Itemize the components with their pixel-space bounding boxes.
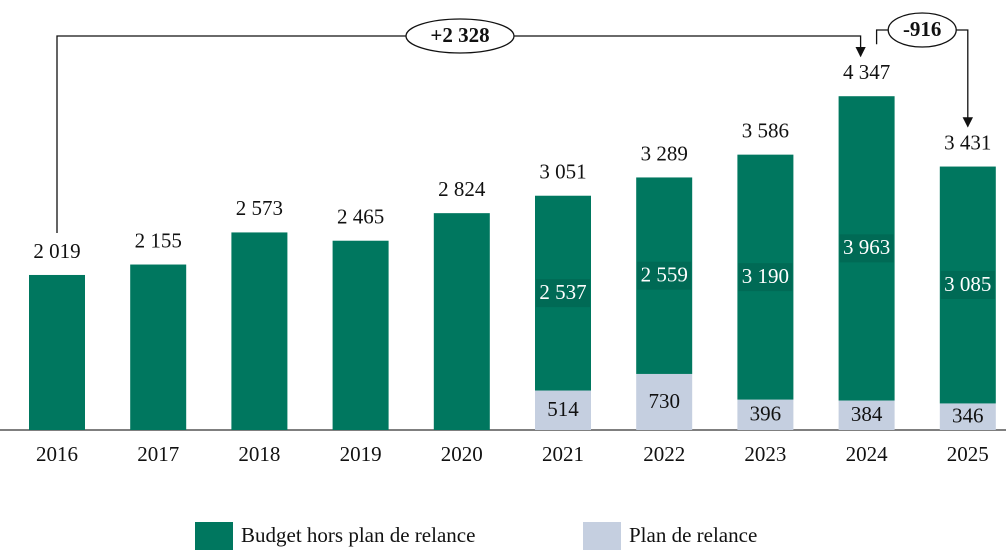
label-box — [738, 263, 793, 292]
total-label: 3 289 — [641, 141, 688, 165]
label-box — [940, 270, 995, 299]
label-box — [536, 279, 590, 308]
total-label: 3 431 — [944, 130, 991, 154]
legend-label: Plan de relance — [629, 523, 757, 547]
total-label: 2 155 — [135, 228, 182, 252]
segment-label: 2 537 — [539, 280, 586, 304]
segment-label: 396 — [750, 402, 782, 426]
legend-swatch — [583, 522, 621, 550]
bar-segment — [737, 399, 794, 430]
total-label: 2 465 — [337, 205, 384, 229]
x-tick-label: 2025 — [947, 442, 989, 466]
legend-swatch — [195, 522, 233, 550]
bar-segment — [939, 403, 996, 430]
total-label: 4 347 — [843, 60, 890, 84]
x-tick-label: 2017 — [137, 442, 179, 466]
x-tick-label: 2021 — [542, 442, 584, 466]
bar-segment — [332, 240, 389, 430]
annotation-text: +2 328 — [430, 23, 489, 47]
x-tick-label: 2020 — [441, 442, 483, 466]
segment-label: 3 085 — [944, 272, 991, 296]
annotation-text: -916 — [903, 17, 942, 41]
legend-label: Budget hors plan de relance — [241, 523, 475, 547]
x-tick-label: 2018 — [238, 442, 280, 466]
annotation-bubble — [405, 18, 515, 54]
segment-label: 514 — [547, 397, 579, 421]
x-tick-label: 2016 — [36, 442, 78, 466]
bar-segment — [130, 264, 187, 430]
total-label: 2 573 — [236, 196, 283, 220]
label-box — [839, 234, 894, 263]
bar-segment — [535, 390, 591, 430]
x-tick-label: 2023 — [744, 442, 786, 466]
bar-segment — [231, 232, 288, 430]
bar-segment — [636, 373, 693, 430]
annotation-bubble — [887, 12, 957, 48]
segment-label: 384 — [851, 402, 883, 426]
segment-label: 346 — [952, 404, 984, 428]
bar-segment — [838, 400, 895, 430]
x-tick-label: 2019 — [340, 442, 382, 466]
x-tick-label: 2022 — [643, 442, 685, 466]
segment-label: 2 559 — [641, 263, 688, 287]
total-label: 3 586 — [742, 118, 789, 142]
total-label: 3 051 — [539, 160, 586, 184]
bar-segment — [29, 274, 85, 430]
segment-label: 3 190 — [742, 264, 789, 288]
total-label: 2 019 — [33, 239, 80, 263]
bar-segment — [433, 213, 490, 430]
total-label: 2 824 — [438, 177, 486, 201]
segment-label: 3 963 — [843, 235, 890, 259]
x-tick-label: 2024 — [846, 442, 889, 466]
segment-label: 730 — [648, 389, 680, 413]
label-box — [637, 261, 692, 290]
